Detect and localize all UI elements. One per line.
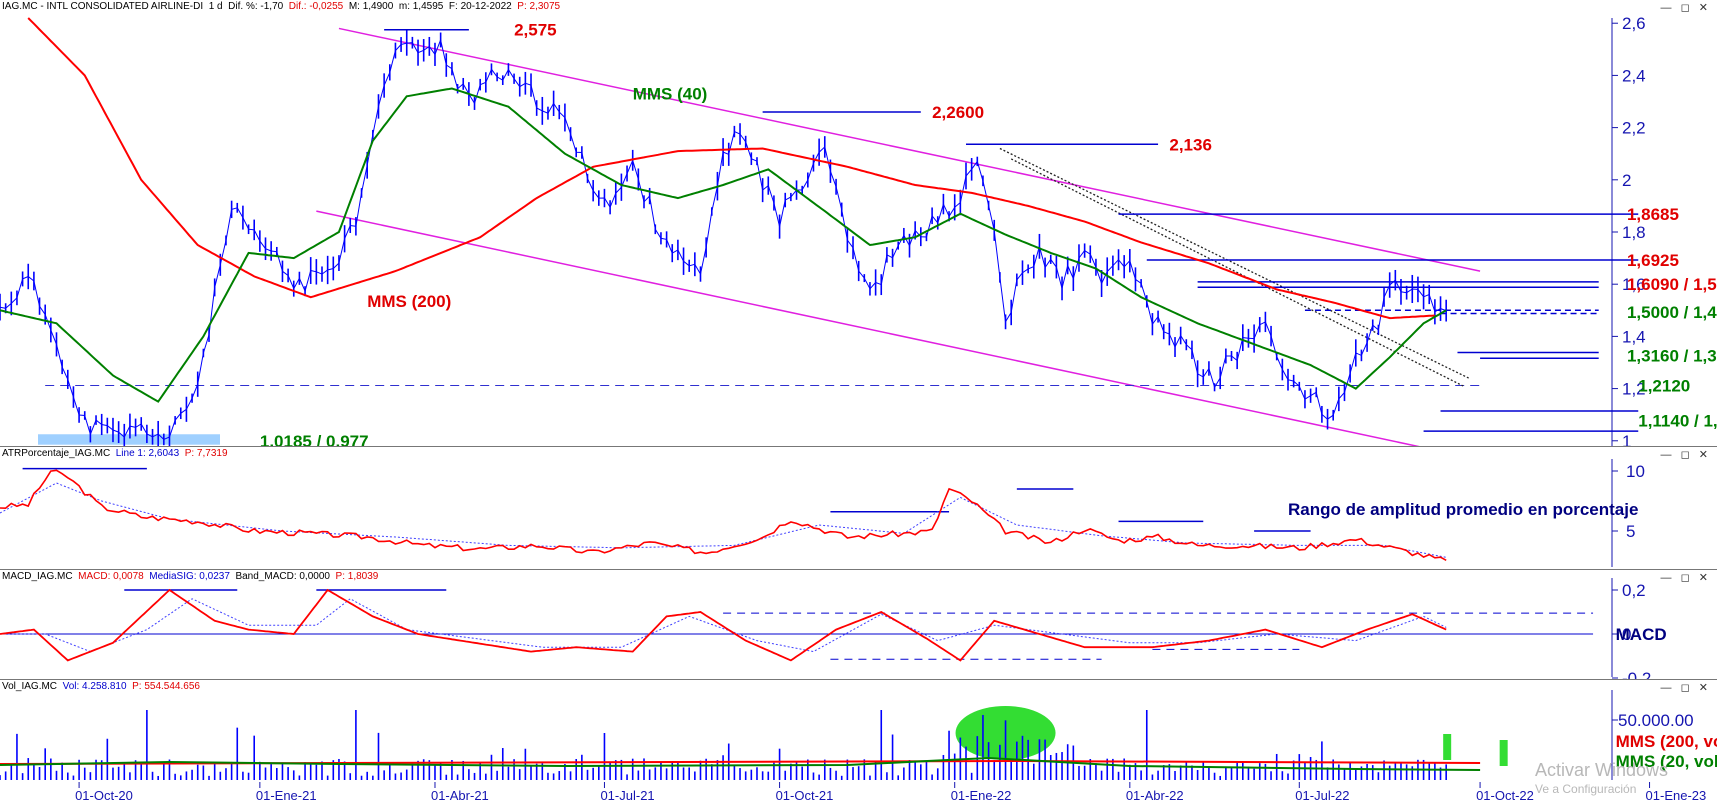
macd-p-value: P: 1,8039 bbox=[335, 571, 379, 582]
level-label: 1,8685 bbox=[1627, 205, 1679, 224]
level-label: 1,1140 / 1,0370 bbox=[1638, 412, 1717, 431]
price-y-tick-label: 1,4 bbox=[1622, 327, 1646, 346]
price-y-tick-label: 1 bbox=[1622, 432, 1631, 446]
macd-chart: 0,2 0 -0,2 MACD bbox=[0, 578, 1667, 679]
atr-annotation: Rango de amplitud promedio en porcentaje bbox=[1288, 500, 1638, 519]
volume-chart: 50.000.00 MMS (200, volumen)MMS (20, volu… bbox=[0, 690, 1717, 803]
atr-signal-line bbox=[0, 482, 1447, 558]
macd-pane: MACD_IAG.MC MACD: 0,0078 MediaSIG: 0,023… bbox=[0, 570, 1717, 679]
price-y-tick-label: 1,6 bbox=[1622, 275, 1646, 294]
level-label: 1,3160 / 1,3385 bbox=[1627, 346, 1717, 365]
macd-annotation: MACD bbox=[1616, 625, 1667, 644]
x-axis-tick-label: 01-Oct-21 bbox=[776, 788, 834, 803]
channel-upper-line bbox=[338, 27, 1481, 272]
macd-y-tick-label: 0,2 bbox=[1622, 581, 1646, 600]
windows-watermark-sub: Ve a Configuración bbox=[1535, 782, 1637, 796]
price-y-tick-label: 2,4 bbox=[1622, 66, 1646, 85]
volume-highlight-bar bbox=[1499, 740, 1508, 766]
price-y-tick-label: 2 bbox=[1622, 171, 1631, 190]
volume-pane-controls[interactable]: — ◻ ✕ bbox=[1660, 682, 1711, 694]
trendline-dotted bbox=[999, 147, 1470, 379]
price-pane: IAG.MC - INTL CONSOLIDATED AIRLINE-DI 1 … bbox=[0, 0, 1717, 446]
atr-line bbox=[0, 469, 1447, 562]
macd-pane-controls[interactable]: — ◻ ✕ bbox=[1660, 572, 1711, 584]
atr-chart: 10 5 Rango de amplitud promedio en porcent… bbox=[0, 459, 1645, 567]
level-label: 1,6090 / 1,5885 bbox=[1627, 275, 1717, 294]
price-line bbox=[0, 38, 1447, 440]
x-axis-tick-label: 01-Ene-22 bbox=[951, 788, 1012, 803]
macd-y-tick-label: -0,2 bbox=[1622, 669, 1651, 679]
level-label: 1,0185 / 0,977 bbox=[260, 432, 369, 446]
macd-value: MACD: 0,0078 bbox=[78, 571, 144, 582]
x-axis-tick-label: 01-Ene-21 bbox=[256, 788, 317, 803]
support-zone bbox=[38, 434, 220, 445]
price-y-tick-label: 1,8 bbox=[1622, 223, 1646, 242]
x-axis-tick-label: 01-Jul-21 bbox=[600, 788, 654, 803]
price-y-tick-label: 1,2 bbox=[1622, 380, 1646, 399]
atr-pane-controls[interactable]: — ◻ ✕ bbox=[1660, 449, 1711, 461]
price-y-tick-label: 2,2 bbox=[1622, 119, 1646, 138]
price-chart: 2,6 2,4 2,2 2 1,8 1,6 1,4 1,2 1 2,575 2,2600 2,136 1… bbox=[0, 14, 1717, 446]
vol-value: Vol: 4.258.810 bbox=[62, 681, 127, 692]
macd-signal-value: MediaSIG: 0,0237 bbox=[149, 571, 230, 582]
level-label: 1,6925 bbox=[1627, 251, 1679, 270]
level-label: 2,575 bbox=[514, 21, 557, 40]
trendline-dotted bbox=[1010, 158, 1464, 387]
ticker-label: IAG.MC - INTL CONSOLIDATED AIRLINE-DI bbox=[2, 1, 204, 12]
x-axis-tick-label: 01-Abr-22 bbox=[1126, 788, 1184, 803]
mms40-line bbox=[0, 87, 1447, 403]
vol-mms20-annotation: MMS (20, volumen) bbox=[1616, 752, 1717, 771]
atr-pane-header: ATRPorcentaje_IAG.MC Line 1: 2,6043 P: 7… bbox=[2, 448, 228, 459]
dif-pct-label: Dif. %: -1,70 bbox=[228, 1, 284, 12]
x-axis-tick-label: 01-Jul-22 bbox=[1295, 788, 1349, 803]
vol-y-tick-label: 50.000.00 bbox=[1618, 711, 1694, 730]
vol-name: Vol_IAG.MC bbox=[2, 681, 58, 692]
volume-highlight-bar bbox=[1443, 734, 1452, 760]
level-label: 1,5000 / 1,4875 bbox=[1627, 303, 1717, 322]
x-axis-tick-label: 01-Ene-23 bbox=[1646, 788, 1707, 803]
atr-pane: ATRPorcentaje_IAG.MC Line 1: 2,6043 P: 7… bbox=[0, 447, 1717, 569]
vol-p-value: P: 554.544.656 bbox=[132, 681, 200, 692]
vol-mms200-annotation: MMS (200, volumen) bbox=[1616, 732, 1717, 751]
macd-y-tick-label: 0 bbox=[1622, 625, 1631, 644]
pane-divider[interactable] bbox=[0, 446, 1717, 447]
price-pane-header: IAG.MC - INTL CONSOLIDATED AIRLINE-DI 1 … bbox=[2, 1, 560, 12]
channel-lower-line bbox=[316, 210, 1420, 446]
date-label: F: 20-12-2022 bbox=[448, 1, 512, 12]
volume-pane: Vol_IAG.MC Vol: 4.258.810 P: 554.544.656… bbox=[0, 680, 1717, 804]
mms200-annotation: MMS (200) bbox=[367, 292, 451, 311]
mms40-annotation: MMS (40) bbox=[633, 85, 708, 104]
level-label: 1,2120 bbox=[1638, 376, 1690, 395]
macd-signal-line bbox=[0, 598, 1447, 653]
vol-mms20-line bbox=[0, 756, 1481, 771]
macd-line bbox=[0, 588, 1447, 662]
macd-name: MACD_IAG.MC bbox=[2, 571, 73, 582]
atr-p-value: P: 7,7319 bbox=[184, 448, 228, 459]
atr-name: ATRPorcentaje_IAG.MC bbox=[2, 448, 111, 459]
windows-watermark: Activar Windows bbox=[1535, 760, 1669, 780]
price-y-tick-label: 2,6 bbox=[1622, 14, 1646, 33]
atr-y-tick-label: 5 bbox=[1626, 522, 1635, 541]
max-label: M: 1,4900 bbox=[348, 1, 394, 12]
window-controls[interactable]: — ◻ ✕ bbox=[1660, 2, 1711, 14]
dif-label: Dif.: -0,0255 bbox=[288, 1, 344, 12]
atr-y-tick-label: 10 bbox=[1626, 462, 1645, 481]
atr-line-value: Line 1: 2,6043 bbox=[115, 448, 180, 459]
volume-pane-header: Vol_IAG.MC Vol: 4.258.810 P: 554.544.656 bbox=[2, 681, 200, 692]
x-axis-tick-label: 01-Oct-20 bbox=[75, 788, 133, 803]
macd-band-value: Band_MACD: 0,0000 bbox=[235, 571, 330, 582]
pane-divider[interactable] bbox=[0, 569, 1717, 570]
level-label: 2,2600 bbox=[932, 103, 984, 122]
macd-pane-header: MACD_IAG.MC MACD: 0,0078 MediaSIG: 0,023… bbox=[2, 571, 378, 582]
x-axis-tick-label: 01-Abr-21 bbox=[431, 788, 489, 803]
level-label: 2,136 bbox=[1169, 135, 1212, 154]
period-label: 1 d bbox=[208, 1, 223, 12]
pane-divider[interactable] bbox=[0, 679, 1717, 680]
min-label: m: 1,4595 bbox=[398, 1, 444, 12]
price-label: P: 2,3075 bbox=[517, 1, 561, 12]
mms200-line bbox=[27, 17, 1435, 320]
x-axis-tick-label: 01-Oct-22 bbox=[1476, 788, 1534, 803]
